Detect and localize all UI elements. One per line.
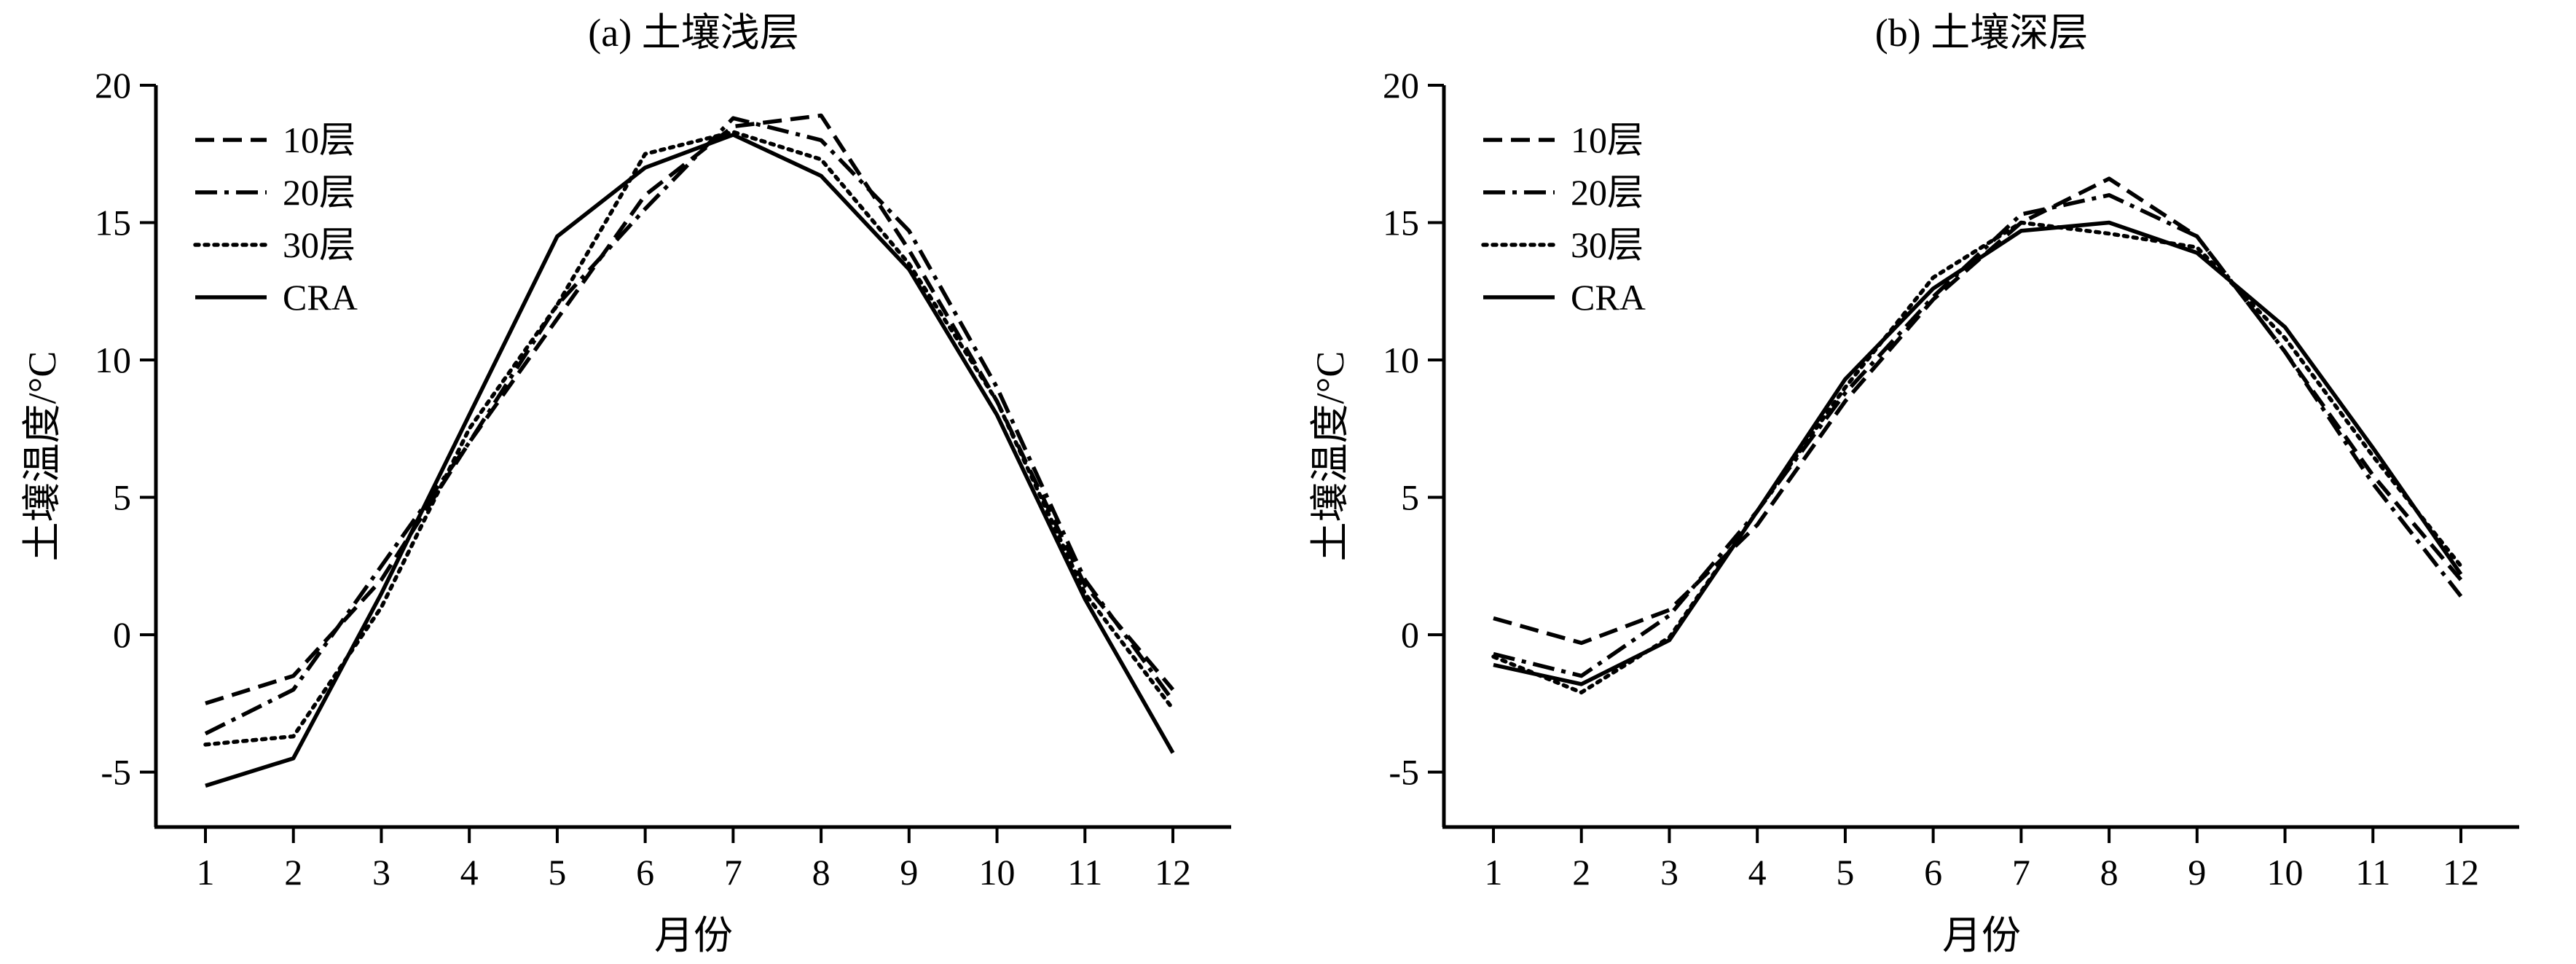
x-tick-label: 8 <box>812 852 830 893</box>
series-line-layer20 <box>204 116 1175 736</box>
x-tick-label: 12 <box>1155 852 1191 893</box>
legend-label-layer30: 30层 <box>283 224 356 265</box>
chart-title: (a) 土壤浅层 <box>588 11 798 55</box>
y-tick-label: 20 <box>95 65 131 106</box>
y-tick-label: 10 <box>1383 340 1419 380</box>
legend-label-layer20: 20层 <box>283 172 356 213</box>
x-tick-label: 7 <box>724 852 742 893</box>
x-axis-label: 月份 <box>654 914 733 957</box>
x-tick-label: 6 <box>636 852 654 893</box>
y-tick-label: -5 <box>101 752 131 793</box>
y-tick-label: 5 <box>113 477 131 518</box>
y-tick-label: -5 <box>1389 752 1419 793</box>
x-tick-label: 11 <box>2355 852 2390 893</box>
x-tick-label: 3 <box>372 852 390 893</box>
x-tick-label: 10 <box>979 852 1016 893</box>
y-axis-label: 土壤温度/°C <box>1308 351 1352 562</box>
x-tick-label: 8 <box>2100 852 2118 893</box>
y-tick-label: 20 <box>1383 65 1419 106</box>
chart-title: (b) 土壤深层 <box>1875 11 2088 55</box>
y-tick-label: 15 <box>1383 203 1419 243</box>
x-tick-label: 6 <box>1924 852 1942 893</box>
x-tick-label: 11 <box>1067 852 1102 893</box>
x-tick-label: 1 <box>197 852 215 893</box>
x-tick-label: 5 <box>1836 852 1854 893</box>
legend-label-layer10: 10层 <box>283 119 356 160</box>
x-tick-label: 9 <box>2188 852 2206 893</box>
series-line-layer20 <box>1493 193 2463 678</box>
y-tick-label: 10 <box>95 340 131 380</box>
legend-label-layer30: 30层 <box>1571 224 1644 265</box>
chart-panel-b: (b) 土壤深层 -5 0 5 10 15 20 1 2 3 4 5 6 7 8 9 10 11 12 月份 土壤温度/… <box>1288 0 2576 964</box>
x-tick-label: 1 <box>1485 852 1503 893</box>
legend-label-layer10: 10层 <box>1571 119 1644 160</box>
x-tick-label: 10 <box>2267 852 2304 893</box>
legend-label-cra: CRA <box>1571 277 1646 318</box>
chart-panel-a: (a) 土壤浅层 -5 0 5 10 15 20 1 2 3 4 5 6 7 8 9 10 11 12 月份 土壤温度/… <box>20 11 1231 957</box>
series-line-cra <box>205 133 1175 788</box>
x-tick-label: 3 <box>1660 852 1678 893</box>
x-tick-label: 4 <box>460 852 479 893</box>
y-axis-label: 土壤温度/°C <box>20 351 64 562</box>
x-tick-label: 4 <box>1748 852 1767 893</box>
y-tick-label: 15 <box>95 203 131 243</box>
y-tick-label: 5 <box>1401 477 1419 518</box>
x-tick-label: 9 <box>900 852 918 893</box>
x-tick-label: 7 <box>2012 852 2030 893</box>
legend-label-cra: CRA <box>283 277 358 318</box>
x-tick-label: 12 <box>2443 852 2479 893</box>
x-tick-label: 2 <box>284 852 302 893</box>
series-line-layer30 <box>203 130 1175 747</box>
y-tick-label: 0 <box>1401 614 1419 655</box>
x-tick-label: 5 <box>548 852 566 893</box>
legend-label-layer20: 20层 <box>1571 172 1644 213</box>
y-tick-label: 0 <box>113 614 131 655</box>
x-tick-label: 2 <box>1572 852 1590 893</box>
x-axis-label: 月份 <box>1942 914 2021 957</box>
series-line-cra <box>1493 220 2463 686</box>
